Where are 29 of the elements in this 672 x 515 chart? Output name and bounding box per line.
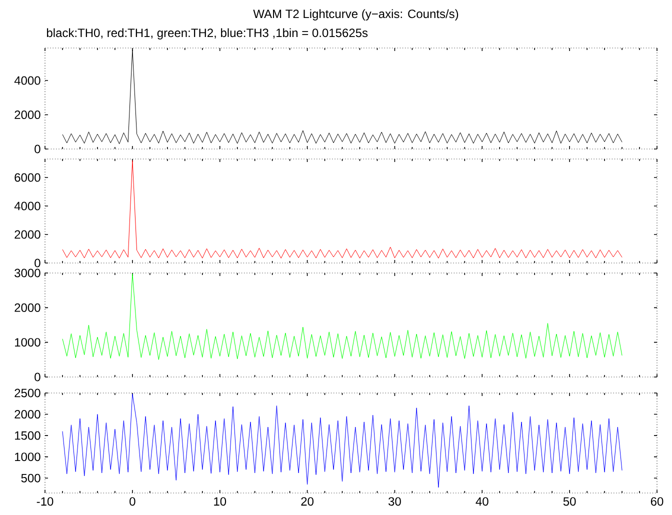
y-tick-label: 2000 xyxy=(14,303,40,312)
y-tick-label: 0 xyxy=(34,144,40,154)
y-tick-label: 2000 xyxy=(14,230,40,239)
x-tick-label: 10 xyxy=(214,497,226,506)
y-tick-label: 0 xyxy=(34,258,40,268)
chart-title: WAM T2 Lightcurve (y−axis: Counts/s) xyxy=(253,9,458,20)
chart-subtitle: black:TH0, red:TH1, green:TH2, blue:TH3 ,1bin = 0.015625s xyxy=(46,28,368,40)
x-tick-label: -10 xyxy=(36,497,54,506)
y-tick-label: 2000 xyxy=(14,110,40,120)
y-tick-label: 6000 xyxy=(14,173,40,182)
x-tick-label: 20 xyxy=(301,497,314,506)
x-tick-label: 60 xyxy=(650,497,664,506)
y-tick-label: 2500 xyxy=(14,388,40,398)
y-tick-label: 1000 xyxy=(15,452,40,462)
y-tick-label: 1000 xyxy=(15,338,40,347)
y-tick-label: 500 xyxy=(21,474,40,482)
y-tick-label: 0 xyxy=(34,372,40,382)
y-tick-label: 1500 xyxy=(15,431,40,440)
x-tick-label: 40 xyxy=(476,497,488,506)
line-series xyxy=(62,394,622,488)
y-tick-label: 3000 xyxy=(14,268,40,278)
y-tick-label: 2000 xyxy=(14,410,40,419)
x-tick-label: 30 xyxy=(388,497,401,506)
line-series xyxy=(62,273,622,360)
y-tick-label: 4000 xyxy=(14,202,40,210)
x-tick-label: 0 xyxy=(130,497,136,506)
line-series xyxy=(62,160,622,258)
y-tick-label: 4000 xyxy=(14,76,40,85)
x-tick-label: 50 xyxy=(563,497,576,506)
